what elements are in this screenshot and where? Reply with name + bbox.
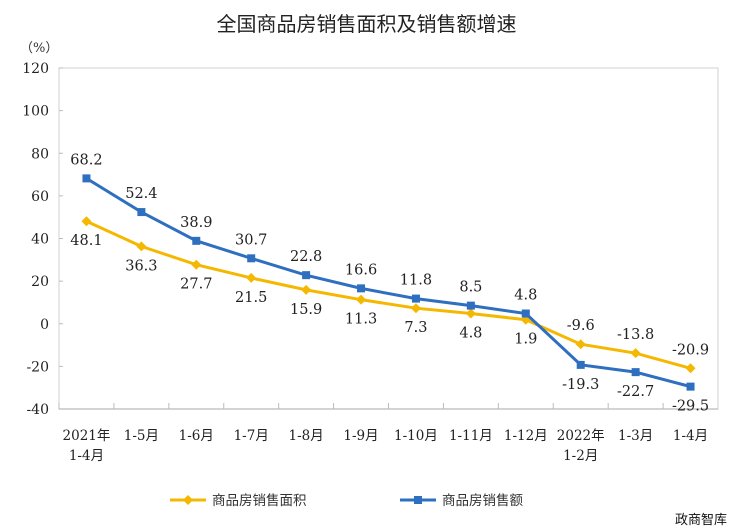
data-point-marker xyxy=(357,284,366,293)
data-label: -13.8 xyxy=(617,327,654,343)
x-tick-label: 1-10月 xyxy=(394,428,438,444)
data-point-marker xyxy=(356,294,367,305)
x-tick-label: 1-11月 xyxy=(449,428,493,444)
data-label: 22.8 xyxy=(290,249,322,265)
y-axis-label: （%） xyxy=(20,41,58,56)
x-tick-label: 1-7月 xyxy=(234,428,269,444)
data-point-marker xyxy=(81,216,92,227)
data-label: 4.8 xyxy=(459,326,482,342)
y-tick-label: 120 xyxy=(22,61,49,77)
y-tick-label: 80 xyxy=(31,146,49,162)
y-tick-label: -20 xyxy=(26,359,49,375)
data-point-marker xyxy=(631,368,640,377)
data-point-marker xyxy=(686,382,695,391)
chart-title: 全国商品房销售面积及销售额增速 xyxy=(216,12,517,36)
y-tick-label: 40 xyxy=(31,232,49,248)
x-tick-label: 1-4月 xyxy=(69,448,104,464)
data-label: 36.3 xyxy=(125,258,157,274)
x-tick-label: 1-9月 xyxy=(343,428,378,444)
data-label: 52.4 xyxy=(125,186,157,202)
y-tick-label: 0 xyxy=(40,317,49,333)
x-tick-label: 1-2月 xyxy=(563,448,598,464)
data-point-marker xyxy=(191,259,202,270)
data-point-marker xyxy=(685,363,696,374)
data-point-marker xyxy=(301,284,312,295)
data-label: 15.9 xyxy=(290,302,322,318)
data-point-marker xyxy=(465,308,476,319)
data-label: 38.9 xyxy=(180,215,212,231)
data-label: 68.2 xyxy=(70,152,102,168)
data-label: 8.5 xyxy=(459,280,482,296)
plot-border xyxy=(58,67,719,410)
x-tick-label: 2022年 xyxy=(557,428,605,444)
x-tick-label: 1-8月 xyxy=(289,428,324,444)
data-label: -22.7 xyxy=(617,384,654,400)
data-point-marker xyxy=(302,271,311,280)
x-tick-label: 1-3月 xyxy=(618,428,653,444)
data-point-marker xyxy=(247,254,256,263)
x-tick-label: 1-12月 xyxy=(504,428,548,444)
data-point-marker xyxy=(466,301,475,310)
series-line-1 xyxy=(85,219,691,370)
y-tick-label: 20 xyxy=(31,274,49,290)
legend-marker xyxy=(183,495,193,505)
data-point-marker xyxy=(630,348,641,359)
data-label: 48.1 xyxy=(70,233,102,249)
y-tick-label: -40 xyxy=(26,402,49,418)
x-tick-label: 1-6月 xyxy=(179,428,214,444)
data-label: -29.5 xyxy=(672,399,709,415)
series-line-2 xyxy=(85,177,691,389)
legend-label: 商品房销售额 xyxy=(442,493,523,509)
data-label: 1.9 xyxy=(514,332,537,348)
data-label: 4.8 xyxy=(514,288,537,304)
data-point-marker xyxy=(411,294,420,303)
x-tick-label: 1-5月 xyxy=(124,428,159,444)
legend-marker xyxy=(414,496,422,504)
data-label: -19.3 xyxy=(562,377,599,393)
data-label: 21.5 xyxy=(235,290,267,306)
data-point-marker xyxy=(521,309,530,318)
data-label: 11.8 xyxy=(400,273,432,289)
watermark: 政商智库 xyxy=(674,513,727,528)
data-point-marker xyxy=(192,236,201,245)
data-point-marker xyxy=(246,272,257,283)
x-tick-label: 2021年 xyxy=(63,428,111,444)
data-point-marker xyxy=(82,174,91,183)
data-point-marker xyxy=(575,339,586,350)
data-label: -20.9 xyxy=(672,342,709,358)
data-point-marker xyxy=(137,208,146,217)
data-label: 16.6 xyxy=(345,262,377,278)
data-label: 11.3 xyxy=(345,312,377,328)
data-point-marker xyxy=(136,241,147,252)
y-tick-label: 100 xyxy=(22,104,49,120)
data-label: 27.7 xyxy=(180,277,212,293)
x-tick-label: 1-4月 xyxy=(673,428,708,444)
data-point-marker xyxy=(576,360,585,369)
data-point-marker xyxy=(410,303,421,314)
data-label: 7.3 xyxy=(404,320,427,336)
y-tick-label: 60 xyxy=(31,189,49,205)
legend-label: 商品房销售面积 xyxy=(212,493,307,509)
data-label: -9.6 xyxy=(567,318,595,334)
data-label: 30.7 xyxy=(235,232,267,248)
